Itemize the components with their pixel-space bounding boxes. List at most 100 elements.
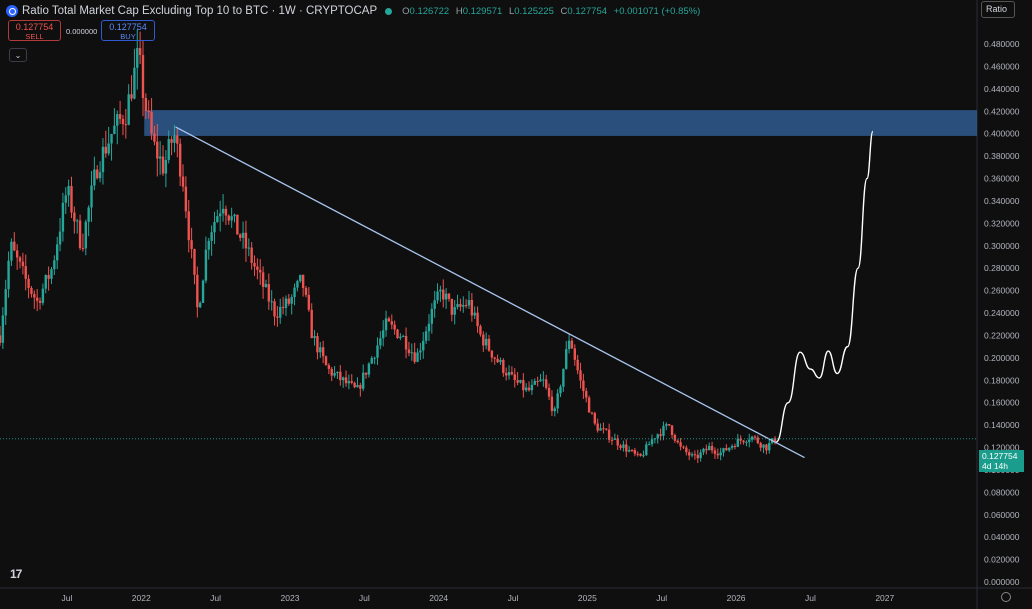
candle-body (745, 441, 748, 443)
candle-body (496, 358, 499, 363)
candle-body (504, 372, 508, 376)
candle-body (224, 208, 228, 216)
candle-body (713, 450, 717, 454)
candle-body (41, 288, 45, 303)
candle-body (353, 382, 356, 388)
x-tick-label: 2022 (132, 593, 151, 603)
candle-body (565, 349, 568, 369)
candle-body (619, 445, 622, 448)
candle-body (50, 269, 53, 279)
candle-body (93, 169, 96, 186)
candle-body (573, 348, 577, 360)
buy-button[interactable]: 0.127754 BUY (101, 20, 155, 41)
sell-button[interactable]: 0.127754 SELL (8, 20, 61, 41)
candle-body (616, 438, 619, 446)
cryptocap-logo-icon (6, 5, 18, 17)
candle-body (424, 331, 428, 341)
candle-body (556, 393, 559, 409)
settings-icon[interactable] (1001, 592, 1011, 602)
x-tick-label: 2027 (875, 593, 894, 603)
candle-body (361, 372, 365, 389)
candle-body (384, 318, 388, 331)
y-tick-label: 0.240000 (984, 308, 1020, 318)
candle-body (301, 274, 305, 288)
y-tick-label: 0.060000 (984, 510, 1020, 520)
candle-body (439, 289, 442, 292)
candle-body (602, 428, 605, 430)
candle-body (553, 408, 556, 412)
candle-body (67, 185, 70, 196)
candle-body (370, 358, 373, 364)
candle-body (1, 315, 5, 343)
candle-body (247, 247, 250, 249)
candle-body (433, 300, 436, 309)
candle-body (762, 444, 765, 448)
candle-body (562, 368, 565, 387)
candle-body (121, 118, 125, 125)
candle-body (184, 186, 188, 212)
candle-body (47, 275, 50, 279)
candle-body (416, 352, 419, 362)
candle-body (241, 232, 245, 238)
candle-body (330, 368, 333, 376)
candle-body (161, 156, 165, 174)
candle-body (447, 293, 451, 299)
candle-body (213, 221, 216, 233)
spread-value: 0.000000 (66, 27, 98, 36)
candle-body (27, 278, 30, 288)
candle-body (693, 454, 697, 456)
candle-body (190, 240, 193, 250)
candle-body (645, 444, 648, 456)
x-tick-label: Jul (359, 593, 370, 603)
y-tick-label: 0.020000 (984, 555, 1020, 565)
candle-body (690, 454, 694, 456)
candle-body (462, 305, 465, 307)
candle-body (476, 312, 479, 327)
candle-body (130, 94, 133, 99)
candle-body (676, 440, 679, 443)
candle-body (116, 114, 119, 126)
candle-body (376, 345, 379, 358)
x-tick-label: 2026 (727, 593, 746, 603)
candle-body (324, 356, 328, 366)
candle-body (58, 231, 62, 245)
candle-body (473, 312, 476, 316)
candle-body (144, 97, 148, 111)
scale-mode-button[interactable]: Ratio (981, 1, 1015, 18)
candle-body (250, 247, 253, 263)
descending-trendline[interactable] (175, 126, 805, 459)
candle-body (513, 374, 516, 381)
candle-body (261, 272, 265, 287)
candle-body (204, 249, 208, 281)
candle-body (685, 447, 688, 453)
y-tick-label: 0.360000 (984, 174, 1020, 184)
candle-body (259, 269, 262, 273)
candle-body (516, 380, 519, 383)
candle-body (582, 380, 585, 392)
candle-body (84, 221, 87, 249)
candle-body (507, 372, 511, 376)
candle-body (402, 335, 405, 337)
candle-body (81, 247, 85, 249)
candle-body (70, 185, 73, 213)
candle-body (650, 439, 654, 445)
candle-body (256, 266, 259, 270)
candle-body (670, 425, 674, 435)
candle-body (396, 329, 399, 339)
symbol-title[interactable]: Ratio Total Market Cap Excluding Top 10 … (22, 5, 378, 17)
x-tick-label: Jul (61, 593, 72, 603)
projection-path[interactable] (775, 130, 874, 443)
candle-body (347, 381, 351, 384)
candle-body (522, 380, 525, 391)
candle-body (753, 436, 757, 438)
candle-body (587, 397, 591, 413)
candle-body (759, 443, 762, 448)
candle-body (147, 110, 150, 112)
resistance-zone (144, 110, 977, 136)
candle-body (728, 447, 731, 451)
candle-body (482, 334, 485, 346)
collapse-legend-icon[interactable]: ⌄ (9, 48, 27, 62)
candle-body (484, 338, 488, 346)
candle-body (293, 287, 296, 298)
